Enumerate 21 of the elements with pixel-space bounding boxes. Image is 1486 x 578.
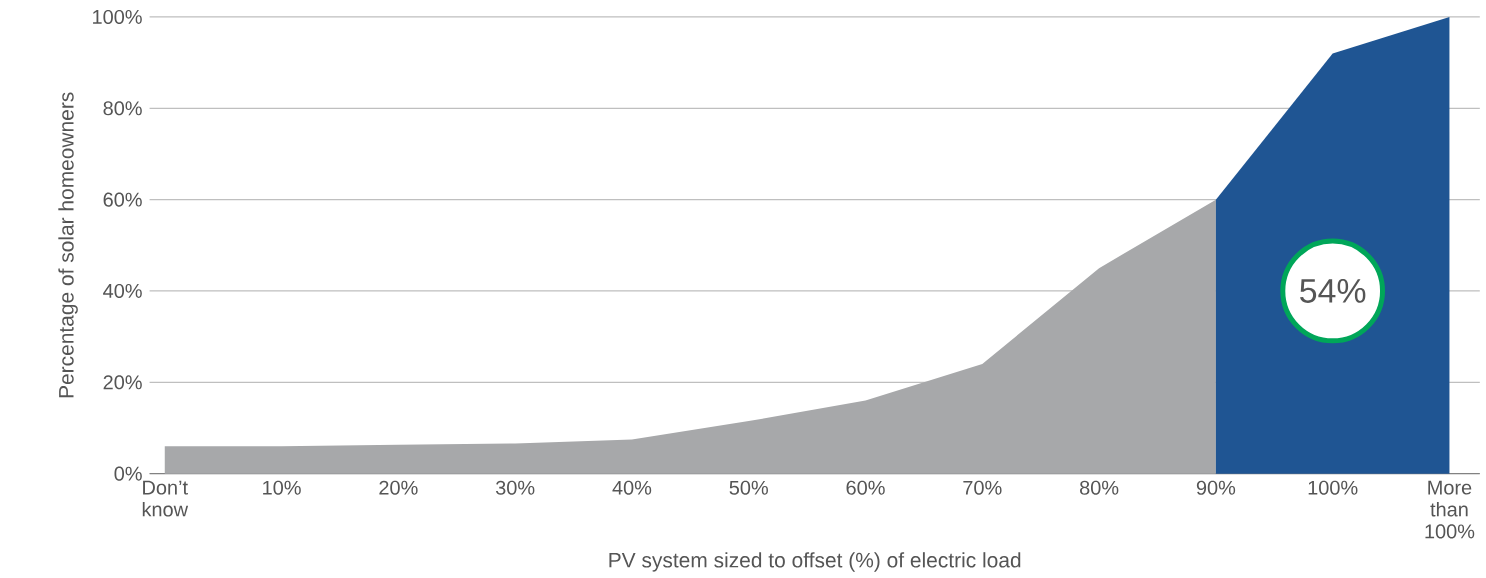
x-tick-label: 10% [263,480,301,495]
x-tick-label: 40% [612,480,652,495]
x-tick-label: 80% [1080,480,1119,495]
x-tick-label: 60% [846,480,885,495]
annotation: 54% [1300,278,1366,303]
y-tick-label: 80% [103,101,142,116]
x-tick-label: 70% [963,480,1002,495]
x-tick-label: Don’t know [142,480,189,517]
y-tick-label: 100% [93,9,142,24]
y-tick-label: 40% [103,283,142,298]
x-tick-label: More than 100% [1425,480,1475,539]
y-tick-label: 0% [114,466,142,481]
x-tick-label: 90% [1196,480,1236,495]
x-tick-label: 20% [379,480,418,495]
x-axis-title: PV system sized to offset (%) of electric load [609,552,1021,572]
y-tick-label: 20% [103,375,142,390]
y-axis-title: Percentage of solar homeowners [58,92,78,398]
x-tick-label: 30% [495,480,535,495]
x-tick-label: 50% [729,480,768,495]
y-tick-label: 60% [103,192,142,207]
x-tick-label: 100% [1308,480,1358,495]
